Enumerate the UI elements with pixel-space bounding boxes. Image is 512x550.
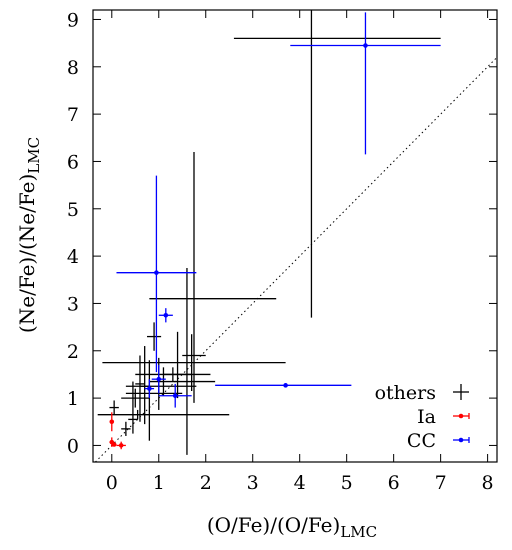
- legend-entry-others: others: [375, 382, 469, 404]
- point-others-16: [121, 421, 131, 436]
- y-axis-label: (Ne/Fe)/(Ne/Fe)LMC: [15, 137, 43, 333]
- y-tick-label-9: 9: [67, 9, 79, 31]
- x-tick-label-1: 1: [153, 472, 165, 494]
- legend-label-others: others: [375, 382, 436, 404]
- x-tick-label-4: 4: [294, 472, 306, 494]
- point-others-1: [233, 10, 441, 318]
- legend-marker-ia: [458, 413, 464, 419]
- x-tick-label-0: 0: [106, 472, 118, 494]
- point-others-7: [149, 367, 216, 396]
- marker: [111, 442, 117, 447]
- y-tick-label-6: 6: [67, 151, 79, 173]
- point-ia-1: [109, 412, 115, 432]
- point-others-9: [147, 322, 162, 351]
- point-cc-5: [151, 364, 166, 394]
- y-tick-label-0: 0: [67, 435, 79, 457]
- x-tick-label-7: 7: [435, 472, 447, 494]
- data-layer: [94, 10, 498, 463]
- legend-label-cc: CC: [407, 430, 436, 452]
- y-tick-label-7: 7: [67, 104, 79, 126]
- point-others-2: [182, 151, 206, 403]
- x-tick-label-8: 8: [482, 472, 494, 494]
- y-tick-label-2: 2: [67, 341, 79, 363]
- point-cc-7: [158, 383, 192, 408]
- point-others-14: [121, 388, 150, 408]
- point-cc-2: [215, 383, 352, 388]
- legend-marker-cc: [458, 437, 464, 443]
- y-tick-label-1: 1: [67, 388, 79, 410]
- point-cc-3: [116, 175, 197, 373]
- marker: [172, 393, 178, 399]
- marker: [154, 270, 159, 275]
- point-others-10: [125, 360, 183, 441]
- legend-entry-ia: Ia: [417, 406, 470, 428]
- point-cc-4: [158, 308, 173, 323]
- point-others-11: [139, 346, 150, 425]
- marker: [109, 419, 115, 425]
- point-others-4: [149, 267, 277, 455]
- marker: [283, 383, 288, 388]
- axes-layer: [92, 9, 498, 463]
- x-tick-label-6: 6: [388, 472, 400, 494]
- point-ia-3: [111, 442, 117, 447]
- point-others-6: [135, 367, 211, 382]
- reference-line-y-equals-x: [94, 56, 498, 463]
- x-tick-label-5: 5: [341, 472, 353, 494]
- x-tick-label-2: 2: [200, 472, 212, 494]
- marker: [147, 386, 152, 391]
- marker: [363, 43, 368, 48]
- legend-label-ia: Ia: [417, 406, 436, 428]
- ticks-layer: 0 1 2 3 4 5 6 7 8 0 1 2 3 4 5 6 7 8 9: [67, 9, 497, 494]
- y-tick-label-8: 8: [67, 57, 79, 79]
- point-cc-1: [290, 12, 441, 155]
- plot-frame: [92, 9, 498, 463]
- legend-entry-cc: CC: [407, 430, 470, 452]
- y-tick-label-5: 5: [67, 199, 79, 221]
- marker: [118, 443, 124, 448]
- point-cc-6: [144, 379, 155, 399]
- point-ia-4: [116, 441, 126, 450]
- point-others-15: [128, 381, 138, 434]
- x-axis-label: (O/Fe)/(O/Fe)LMC: [207, 513, 377, 541]
- point-others-13: [97, 409, 230, 420]
- x-tick-label-3: 3: [247, 472, 259, 494]
- x-axis-label-sub: LMC: [340, 523, 377, 541]
- marker: [163, 312, 169, 318]
- y-tick-label-3: 3: [67, 293, 79, 315]
- y-tick-label-4: 4: [67, 246, 79, 268]
- y-axis-label-sub: LMC: [25, 137, 43, 174]
- marker: [156, 376, 162, 382]
- point-others-17: [109, 400, 119, 415]
- point-others-12: [135, 355, 145, 422]
